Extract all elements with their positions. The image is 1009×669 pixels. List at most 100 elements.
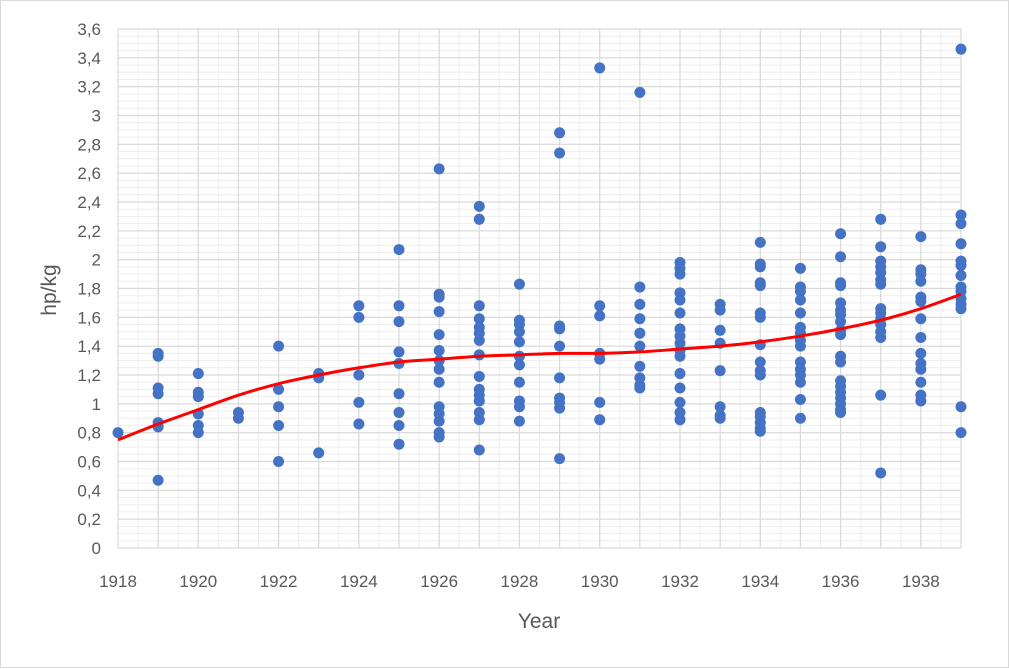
data-point: [915, 376, 927, 388]
data-point: [754, 261, 766, 273]
data-point: [433, 376, 445, 388]
data-point: [955, 218, 967, 230]
data-point: [794, 340, 806, 352]
data-point: [754, 369, 766, 381]
data-point: [714, 412, 726, 424]
data-point: [433, 306, 445, 318]
data-point: [393, 300, 405, 312]
y-tick-label: 0: [92, 539, 101, 558]
data-point: [794, 307, 806, 319]
data-point: [875, 213, 887, 225]
y-tick-label: 3,6: [77, 20, 101, 39]
data-point: [875, 389, 887, 401]
data-point: [714, 324, 726, 336]
data-point: [513, 336, 525, 348]
data-point: [794, 394, 806, 406]
data-point: [473, 334, 485, 346]
data-point: [714, 365, 726, 377]
data-point: [353, 300, 365, 312]
data-point: [192, 391, 204, 403]
data-point: [433, 344, 445, 356]
data-point: [875, 278, 887, 290]
data-point: [674, 382, 686, 394]
data-point: [955, 238, 967, 250]
data-point: [393, 316, 405, 328]
data-point: [915, 347, 927, 359]
data-point: [513, 401, 525, 413]
y-tick-label: 2,2: [77, 222, 101, 241]
data-point: [554, 372, 566, 384]
data-point: [794, 412, 806, 424]
x-tick-label: 1934: [741, 572, 779, 591]
data-point: [835, 251, 847, 263]
data-point: [273, 456, 285, 467]
data-point: [192, 368, 204, 380]
y-tick-label: 0,4: [77, 481, 101, 500]
data-point: [513, 278, 525, 290]
data-point: [393, 406, 405, 418]
data-point: [513, 415, 525, 427]
data-point: [393, 438, 405, 450]
data-point: [393, 244, 405, 256]
data-points: [112, 43, 967, 486]
data-point: [714, 401, 726, 413]
data-point: [915, 313, 927, 325]
x-axis-tick-labels: 1918 1920 1922 1924 1926 1928 1930 1932 1934 1936…: [99, 572, 940, 591]
data-point: [955, 303, 967, 315]
data-point: [714, 304, 726, 316]
data-point: [473, 444, 485, 456]
data-point: [473, 200, 485, 212]
data-point: [192, 427, 204, 439]
x-tick-label: 1924: [340, 572, 378, 591]
data-point: [433, 291, 445, 303]
data-point: [112, 427, 124, 439]
data-point: [634, 281, 646, 293]
data-point: [594, 396, 606, 408]
data-point: [634, 313, 646, 325]
data-point: [835, 356, 847, 368]
x-tick-label: 1920: [179, 572, 217, 591]
y-tick-label: 1: [92, 395, 101, 414]
data-point: [955, 259, 967, 271]
data-point: [594, 62, 606, 74]
data-point: [835, 228, 847, 240]
data-point: [634, 298, 646, 310]
y-tick-label: 1,6: [77, 308, 101, 327]
data-point: [875, 467, 887, 479]
data-point: [674, 414, 686, 426]
data-point: [794, 262, 806, 274]
data-point: [955, 401, 967, 413]
data-point: [473, 213, 485, 225]
data-point: [273, 401, 285, 413]
data-point: [674, 268, 686, 280]
data-point: [513, 376, 525, 388]
data-point: [353, 369, 365, 381]
data-point: [513, 359, 525, 371]
data-point: [232, 412, 244, 424]
data-point: [674, 396, 686, 408]
data-point: [835, 329, 847, 341]
data-point: [433, 163, 445, 175]
data-point: [433, 329, 445, 341]
data-point: [353, 311, 365, 323]
y-tick-label: 1,8: [77, 280, 101, 299]
data-point: [594, 310, 606, 322]
data-point: [554, 453, 566, 465]
data-point: [554, 402, 566, 414]
y-tick-label: 1,4: [77, 337, 101, 356]
y-tick-label: 2: [92, 251, 101, 270]
data-point: [594, 300, 606, 312]
data-point: [955, 43, 967, 55]
data-point: [554, 147, 566, 159]
y-tick-label: 0,8: [77, 424, 101, 443]
data-point: [835, 406, 847, 418]
data-point: [554, 340, 566, 352]
x-tick-label: 1932: [661, 572, 699, 591]
y-axis-title: hp/kg: [38, 264, 61, 315]
data-point: [473, 414, 485, 426]
data-point: [915, 395, 927, 407]
data-point: [915, 295, 927, 307]
x-tick-label: 1926: [420, 572, 458, 591]
data-point: [634, 382, 646, 394]
